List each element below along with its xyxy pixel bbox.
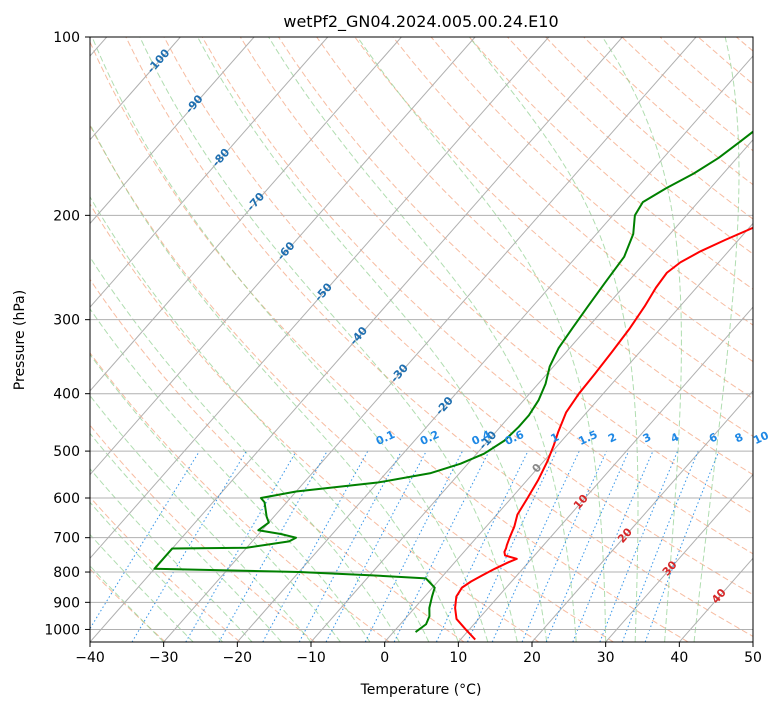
dewpoint-profile-line — [153, 130, 753, 633]
dry-adiabat — [430, 37, 753, 326]
dry-adiabat — [90, 352, 390, 642]
y-axis: 100 200 300 400 500 600 700 800 900 1000 — [44, 30, 90, 638]
y-tick-label: 600 — [53, 491, 80, 507]
moist-adiabat — [90, 533, 194, 642]
x-tick-label: −40 — [75, 650, 105, 666]
dry-adiabat — [163, 37, 753, 596]
moist-adiabat — [268, 37, 577, 642]
x-tick-label: 30 — [597, 650, 615, 666]
y-tick-label: 100 — [53, 30, 80, 46]
dry-adiabat — [90, 496, 241, 642]
moist-adiabat — [197, 37, 548, 642]
isotherm-line — [752, 641, 753, 642]
moist-adiabat — [602, 37, 682, 642]
chart-title: wetPf2_GN04.2024.005.00.24.E10 — [283, 12, 558, 32]
dry-adiabat — [239, 37, 753, 515]
x-tick-label: 40 — [670, 650, 688, 666]
dry-adiabat — [90, 124, 614, 642]
moist-adiabat — [90, 565, 165, 642]
plot-frame — [89, 36, 754, 643]
moist-adiabat — [90, 123, 459, 642]
x-tick-label: 50 — [744, 650, 762, 666]
isotherm-line — [90, 37, 550, 560]
isotherm-line — [90, 37, 476, 476]
x-tick-label: −20 — [223, 650, 253, 666]
mixing-ratio-line — [545, 450, 630, 642]
isotherm-line — [236, 55, 753, 642]
moist-adiabat — [90, 501, 223, 642]
mixing-ratio-line — [90, 450, 200, 630]
dry-adiabat — [90, 424, 315, 642]
mixing-ratio-line — [298, 450, 402, 642]
dry-adiabat — [90, 278, 465, 642]
mixing-ratio-line — [218, 450, 328, 642]
moist-adiabat — [90, 308, 371, 642]
mixing-ratio-line — [572, 450, 654, 642]
mixing-ratio-line — [621, 450, 699, 642]
moist-adiabat — [90, 256, 400, 642]
moist-adiabat — [356, 37, 607, 642]
mixing-ratio-line — [521, 450, 608, 642]
dry-adiabat — [90, 203, 540, 642]
isotherm-line — [384, 222, 753, 642]
isotherm-line — [90, 37, 402, 392]
moist-adiabat — [693, 37, 740, 642]
y-tick-label: 500 — [53, 444, 80, 460]
y-tick-label: 900 — [53, 595, 80, 611]
x-axis-label: Temperature (°C) — [360, 682, 482, 698]
y-tick-label: 400 — [53, 387, 80, 403]
x-tick-label: 10 — [449, 650, 467, 666]
mixing-ratio-label: 10 — [751, 429, 771, 447]
dry-adiabat — [201, 37, 753, 555]
background-lines — [90, 37, 753, 642]
y-tick-label: 700 — [53, 531, 80, 547]
pressure-gridlines — [90, 37, 753, 630]
mixing-ratio-line — [262, 450, 369, 642]
y-tick-label: 300 — [53, 313, 80, 329]
dry-adiabat — [278, 37, 753, 476]
isotherm-line — [90, 37, 255, 225]
dry-adiabat — [468, 37, 753, 290]
x-tick-label: −30 — [149, 650, 179, 666]
isotherm-line — [531, 390, 753, 642]
mixing-ratio-line — [393, 450, 490, 642]
y-axis-label: Pressure (hPa) — [12, 290, 28, 390]
profile-lines — [153, 130, 753, 641]
mixing-ratio-line — [599, 450, 679, 642]
x-tick-label: −10 — [296, 650, 326, 666]
isotherm-line — [90, 37, 329, 308]
x-tick-label: 20 — [523, 650, 541, 666]
isotherm-line — [310, 138, 753, 642]
moist-adiabat — [90, 468, 253, 642]
dry-adiabat — [316, 37, 753, 437]
moist-adiabat — [139, 37, 518, 642]
moist-adiabat — [468, 37, 639, 642]
isotherm-line — [605, 473, 753, 642]
isotherm-line — [163, 37, 697, 642]
mixing-ratio-line — [644, 450, 720, 642]
x-tick-label: 0 — [380, 650, 389, 666]
isotherm-line — [457, 306, 753, 642]
isotherm-line — [90, 37, 623, 642]
dry-adiabat — [392, 37, 753, 363]
dry-adiabat — [125, 37, 753, 637]
x-axis: −40 −30 −20 −10 0 10 20 30 40 50 — [75, 642, 762, 666]
temperature-profile-line — [454, 226, 753, 641]
plot-background — [90, 37, 753, 642]
y-tick-label: 800 — [53, 565, 80, 581]
mixing-ratio-line — [364, 450, 463, 642]
moist-adiabat — [91, 37, 489, 642]
y-tick-label: 200 — [53, 208, 80, 224]
moist-adiabat — [90, 353, 341, 642]
y-tick-label: 1000 — [44, 622, 80, 638]
isotherm-line — [90, 37, 181, 141]
moist-adiabat — [90, 195, 430, 642]
